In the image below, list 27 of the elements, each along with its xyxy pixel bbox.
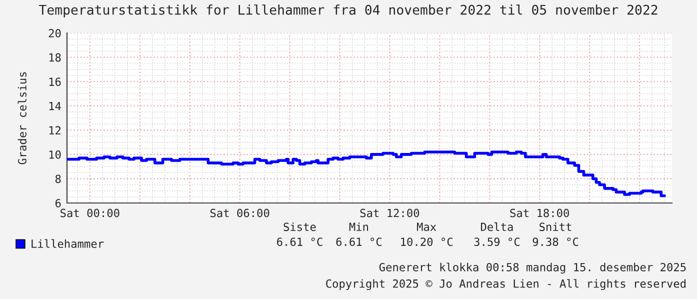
text: Min (349, 222, 368, 231)
y-tick-label: 20 (48, 29, 61, 38)
text: 9.38 °C (532, 238, 578, 246)
text: Max (416, 222, 436, 232)
y-tick-label: 18 (49, 53, 61, 62)
y-tick-label: 14 (49, 102, 61, 110)
text: 3.59 °C (474, 238, 520, 246)
x-tick-label: Sat 06:00 (210, 208, 270, 218)
text: Delta (480, 222, 513, 232)
x-tick-label: Sat 00:00 (60, 208, 120, 218)
x-tick-label: Sat 18:00 (510, 208, 569, 218)
text: 10.20 °C (401, 238, 452, 246)
y-tick-label: 6 (55, 199, 61, 208)
text: 6.61 °C (277, 238, 322, 246)
legend-label: Lillehammer (32, 239, 104, 248)
text: Siste (284, 222, 316, 232)
x-tick-label: Sat 12:00 (360, 208, 420, 218)
text: Generert klokka 00:58 mandag 15. desember 2025 (379, 262, 686, 274)
text: Copyright 2025 © Jo Andreas Lien - All rights reserved (326, 279, 686, 290)
y-tick-label: 8 (55, 174, 61, 184)
chart-title: Temperaturstatistikk for Lillehammer fra 04 november 2022 til 05 november 2022 (39, 4, 658, 18)
y-tick-label: 12 (49, 126, 60, 134)
text: Snitt (540, 222, 572, 232)
y-axis-title: Grader celsius (18, 72, 26, 164)
y-tick-label: 16 (49, 78, 61, 86)
text: 6.61 °C (336, 238, 382, 246)
y-tick-label: 10 (49, 150, 61, 159)
